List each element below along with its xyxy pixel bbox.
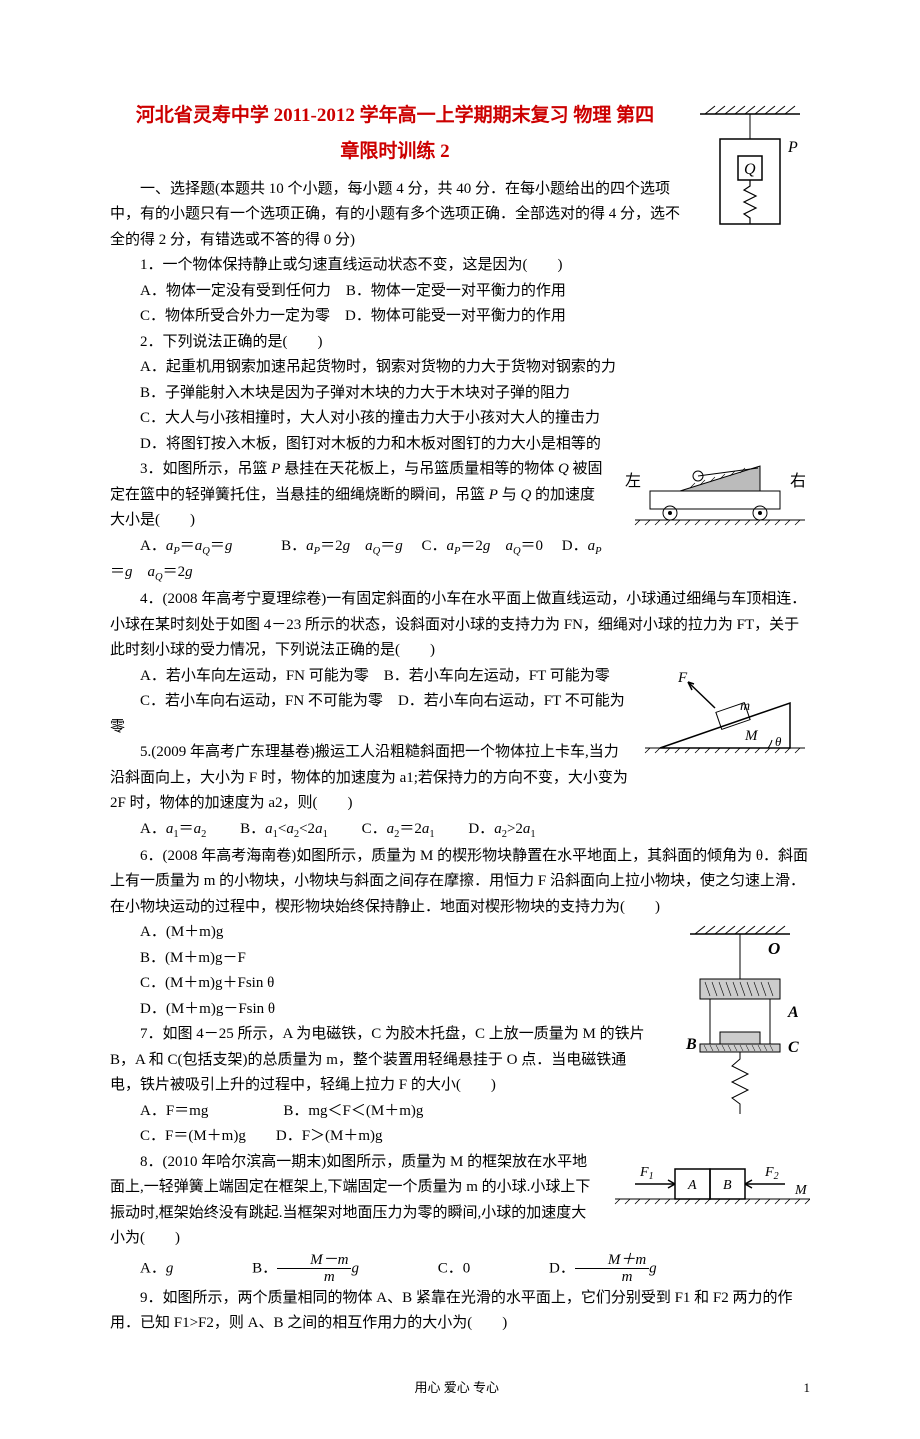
svg-text:B: B xyxy=(723,1178,732,1193)
q2-D: D．将图钉按入木板，图钉对木板的力和木板对图钉的力大小是相等的 xyxy=(110,432,810,458)
q2-B: B．子弹能射入木块是因为子弹对木块的力大于木块对子弹的阻力 xyxy=(110,381,810,407)
q2-A: A．起重机用钢索加速吊起货物时，钢索对货物的力大于货物对钢索的力 xyxy=(110,355,810,381)
figure-basket-spring: P Q xyxy=(690,104,810,274)
svg-text:M: M xyxy=(744,728,759,744)
svg-text:F2: F2 xyxy=(764,1165,779,1182)
svg-text:F1: F1 xyxy=(639,1165,654,1182)
svg-text:Q: Q xyxy=(744,161,756,178)
svg-text:C: C xyxy=(788,1039,799,1056)
figure-electromagnet: O A B C xyxy=(660,924,810,1144)
figure-blocks-forces: A B F1 F2 M xyxy=(610,1154,810,1214)
svg-text:M: M xyxy=(794,1183,808,1198)
svg-text:θ: θ xyxy=(775,734,782,749)
figure-wedge-force: F m M θ xyxy=(640,668,810,768)
svg-text:A: A xyxy=(787,1004,799,1021)
svg-text:O: O xyxy=(768,939,780,958)
svg-text:F: F xyxy=(677,670,688,686)
q1-opts-ab: A．物体一定没有受到任何力 B．物体一定受一对平衡力的作用 xyxy=(110,279,810,305)
page-footer: 用心 爱心 专心 1 xyxy=(110,1377,810,1399)
q5-opts: A．a1＝a2 B．a1<a2<2a1 C．a2＝2a1 D．a2>2a1 xyxy=(110,817,810,844)
svg-text:P: P xyxy=(787,139,798,156)
q4-stem: 4．(2008 年高考宁夏理综卷)一有固定斜面的小车在水平面上做直线运动，小球通… xyxy=(110,587,810,664)
svg-text:B: B xyxy=(685,1036,697,1053)
q2-C: C．大人与小孩相撞时，大人对小孩的撞击力大于小孩对大人的撞击力 xyxy=(110,406,810,432)
q9-stem: 9．如图所示，两个质量相同的物体 A、B 紧靠在光滑的水平面上，它们分别受到 F… xyxy=(110,1286,810,1337)
svg-text:A: A xyxy=(687,1178,697,1193)
q8-opts: A．g B．M－mmg C．0 D．M＋mmg xyxy=(110,1252,810,1286)
figure-cart-incline: 左 右 xyxy=(620,461,810,531)
q2-stem: 2．下列说法正确的是( ) xyxy=(110,330,810,356)
svg-text:m: m xyxy=(740,699,750,714)
svg-text:左: 左 xyxy=(625,472,641,490)
q6-stem: 6．(2008 年高考海南卷)如图所示，质量为 M 的楔形物块静置在水平地面上，… xyxy=(110,844,810,921)
q3-opts: A．aP＝aQ＝g B．aP＝2g aQ＝g C．aP＝2g aQ＝0 D．aP… xyxy=(110,534,810,588)
q1-opts-cd: C．物体所受合外力一定为零 D．物体可能受一对平衡力的作用 xyxy=(110,304,810,330)
svg-text:右: 右 xyxy=(790,472,806,490)
